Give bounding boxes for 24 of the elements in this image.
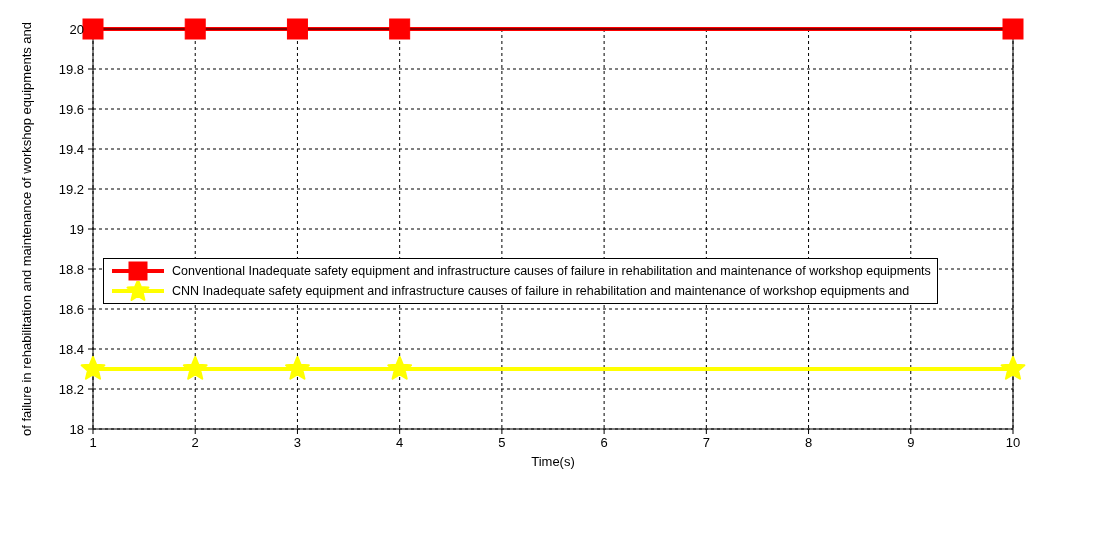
x-axis-title: Time(s) (531, 454, 575, 469)
y-tick-label: 19.2 (58, 181, 84, 197)
legend-label: CNN Inadequate safety equipment and infrastructure causes of failure in rehabilitation and maintenance of workshop equipments and (172, 284, 910, 298)
x-tick-label: 6 (600, 435, 608, 451)
y-tick-label: 18 (69, 421, 84, 437)
x-tick-label: 8 (804, 435, 813, 451)
y-tick-label: 18.4 (58, 341, 84, 357)
y-tick-label: 19 (69, 221, 84, 237)
x-tick-label: 1 (89, 435, 97, 451)
x-tick-label: 7 (702, 435, 710, 451)
y-tick-label: 19.8 (58, 61, 84, 77)
x-tick-label: 5 (498, 435, 506, 451)
x-tick-label: 2 (191, 435, 199, 451)
y-axis-title: of failure in rehabilitation and maintenance of workshop equipments and (18, 21, 34, 437)
y-tick-label: 19.4 (58, 141, 84, 157)
x-tick-label: 3 (293, 435, 302, 451)
y-tick-label: 18.2 (58, 381, 84, 397)
legend-label: Conventional Inadequate safety equipment and infrastructure causes of failure in rehabilitation and maintenance of workshop equipments (172, 264, 931, 278)
x-tick-label: 4 (396, 435, 404, 451)
x-tick-label: 9 (907, 435, 915, 451)
y-tick-label: 18.8 (58, 261, 84, 277)
y-tick-label: 18.6 (58, 301, 84, 317)
x-tick-label: 10 (1005, 435, 1021, 451)
y-tick-label: 19.6 (58, 101, 84, 117)
